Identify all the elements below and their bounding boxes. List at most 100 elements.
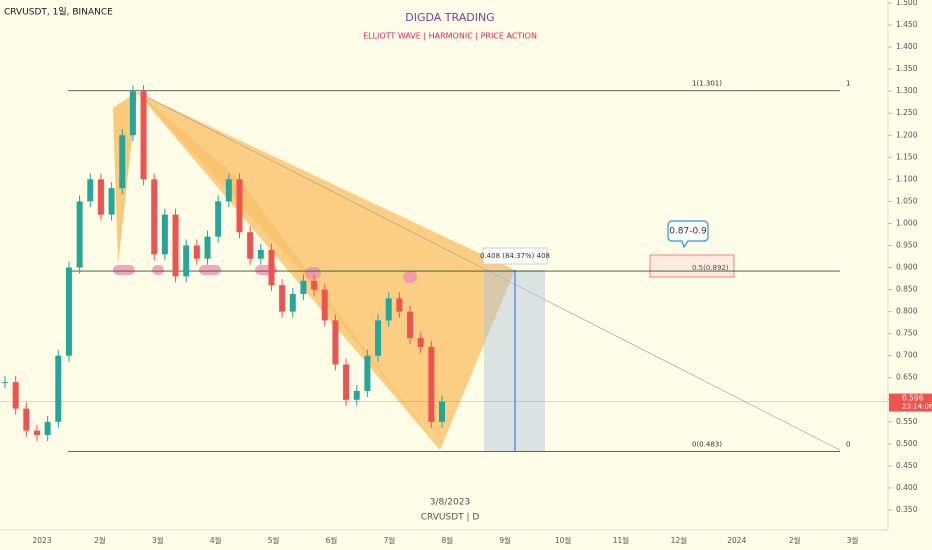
x-tick-label: 2024: [727, 536, 746, 545]
candle: [300, 280, 307, 294]
pivot-marker: [305, 267, 321, 279]
y-tick-label: 0.400: [896, 483, 918, 492]
candle: [332, 320, 339, 365]
pivot-marker: [152, 265, 164, 275]
candles: [2, 85, 445, 442]
measure-label: 0.408 (84.37%) 408: [480, 252, 550, 260]
x-tick-label: 2월: [94, 535, 106, 545]
candle: [215, 201, 222, 237]
candle: [385, 298, 392, 321]
y-tick-label: 0.500: [896, 439, 918, 448]
x-tick-label: 6월: [326, 535, 338, 545]
fib-label: 0.5(0.892): [692, 264, 729, 272]
y-tick-label: 1.500: [896, 0, 918, 7]
y-tick-label: 1.100: [896, 174, 918, 183]
y-tick-label: 1.150: [896, 152, 918, 161]
x-tick-label: 4월: [210, 535, 222, 545]
x-tick-label: 2월: [789, 535, 801, 545]
candle: [2, 382, 8, 384]
x-tick-label: 5월: [268, 535, 280, 545]
y-tick-label: 1.350: [896, 64, 918, 73]
candle: [289, 293, 296, 312]
x-tick-label: 2023: [32, 536, 51, 545]
candle: [247, 232, 254, 259]
x-tick-label: 9월: [499, 535, 511, 545]
y-tick-label: 0.800: [896, 307, 918, 316]
candle: [65, 267, 72, 356]
candle: [353, 390, 360, 400]
candle: [311, 280, 318, 290]
y-tick-label: 0.900: [896, 263, 918, 272]
y-tick-label: 0.450: [896, 461, 918, 470]
candle: [119, 135, 126, 189]
candle: [44, 421, 51, 436]
y-tick-label: 1.450: [896, 20, 918, 29]
y-tick-label: 1.000: [896, 218, 918, 227]
candle: [417, 338, 424, 347]
callout-box: [667, 220, 709, 249]
watermark-symbol: CRVUSDT | D: [421, 513, 480, 523]
candle: [439, 401, 445, 422]
candle: [257, 249, 264, 259]
candle: [236, 179, 243, 233]
fib-label: 1(1.301): [692, 80, 722, 88]
y-tick-label: 0.950: [896, 240, 918, 249]
pivot-marker: [199, 265, 221, 275]
y-tick-label: 0.350: [896, 505, 918, 514]
y-tick-label: 1.050: [896, 196, 918, 205]
candle: [33, 430, 40, 436]
timer: 23:14:06: [902, 403, 932, 411]
fib-side-label: 0: [846, 440, 850, 448]
candle: [396, 298, 403, 312]
candle: [55, 355, 62, 422]
x-tick-label: 3월: [847, 535, 859, 545]
candle: [407, 311, 414, 339]
candle: [76, 201, 83, 268]
title: DIGDA TRADING: [405, 11, 494, 24]
candle: [268, 249, 275, 286]
candle: [97, 179, 104, 215]
y-tick-label: 0.650: [896, 373, 918, 382]
symbol-header: CRVUSDT, 1일, BINANCE: [4, 7, 113, 18]
y-tick-label: 0.850: [896, 285, 918, 294]
candle: [108, 188, 115, 215]
callout-text: 0.87-0.9: [669, 227, 707, 237]
candle: [12, 382, 19, 409]
candle: [343, 364, 350, 400]
y-tick-label: 1.250: [896, 108, 918, 117]
x-tick-label: 3월: [152, 535, 164, 545]
y-tick-label: 1.200: [896, 130, 918, 139]
candle: [151, 179, 158, 255]
fib-side-label: 1: [846, 80, 850, 88]
y-tick-label: 1.300: [896, 86, 918, 95]
pivot-marker: [403, 271, 417, 283]
y-tick-label: 0.550: [896, 417, 918, 426]
pivot-marker: [113, 265, 135, 275]
x-tick-label: 10월: [555, 535, 572, 545]
measure-label-box: [482, 247, 548, 265]
y-tick-label: 0.750: [896, 329, 918, 338]
y-tick-label: 1.400: [896, 42, 918, 51]
candle: [140, 91, 147, 180]
last-price: 0.596: [902, 394, 924, 403]
watermark-date: 3/8/2023: [430, 498, 470, 508]
candle: [225, 179, 232, 202]
x-tick-label: 11월: [613, 535, 630, 545]
candle: [172, 214, 179, 277]
candle: [183, 245, 190, 277]
candle: [428, 346, 435, 422]
candle: [375, 320, 382, 356]
fib-label: 0(0.483): [692, 440, 722, 448]
y-tick-label: 0.700: [896, 351, 918, 360]
target-zone: [649, 254, 735, 278]
last-price-tag: [889, 393, 932, 412]
x-tick-label: 7월: [384, 535, 396, 545]
candle: [87, 179, 94, 202]
candle: [129, 91, 136, 136]
subtitle: ELLIOTT WAVE | HARMONIC | PRICE ACTION: [363, 32, 537, 41]
x-tick-label: 8월: [441, 535, 453, 545]
candle: [204, 236, 211, 259]
x-tick-label: 12월: [671, 535, 688, 545]
